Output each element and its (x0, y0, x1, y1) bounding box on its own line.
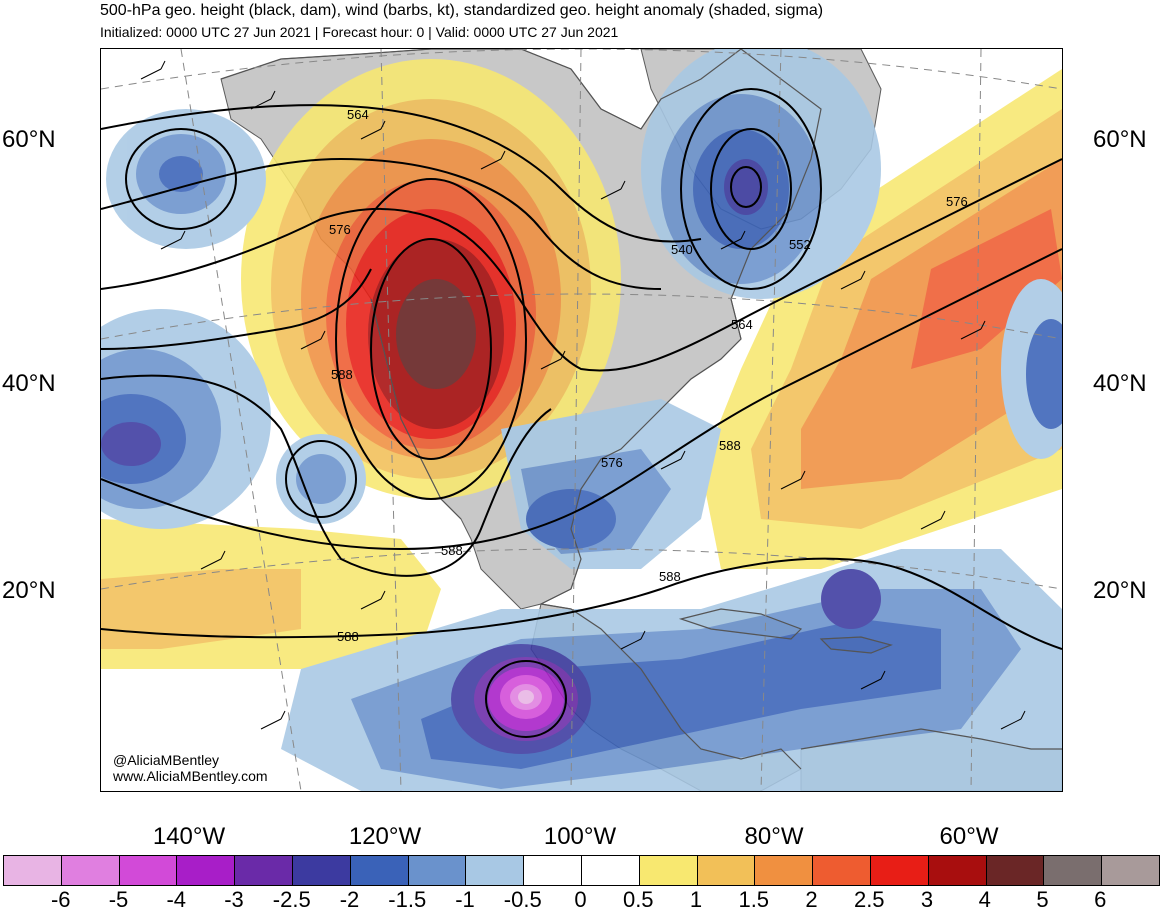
colorbar-tick-label: -2.5 (272, 887, 311, 912)
colorbar-tick-label: 5 (1036, 887, 1049, 912)
colorbar-swatch (928, 856, 987, 885)
contour-label: 588 (337, 629, 359, 644)
lon-label-140w: 140°W (152, 823, 226, 850)
colorbar-tick-label: -3 (224, 887, 244, 912)
lat-label-60n-left: 60°N (2, 126, 56, 153)
contour-label: 588 (719, 438, 741, 453)
contour-label: 576 (946, 194, 968, 209)
colorbar (3, 855, 1160, 886)
contour-label: 564 (731, 317, 753, 332)
colorbar-tick-label: -1 (455, 887, 475, 912)
lat-label-20n-right: 20°N (1093, 577, 1147, 604)
colorbar-swatch (697, 856, 756, 885)
colorbar-tick-label: 0.5 (622, 887, 654, 912)
graticule-layer (101, 49, 1062, 791)
colorbar-tick-label: 1 (689, 887, 703, 912)
colorbar-swatch (61, 856, 120, 885)
colorbar-swatch (581, 856, 640, 885)
credit-website: www.AliciaMBentley.com (113, 768, 268, 784)
colorbar-swatch (755, 856, 814, 885)
chart-subtitle: Initialized: 0000 UTC 27 Jun 2021 | Fore… (100, 24, 619, 40)
height-contours (101, 88, 1062, 738)
lon-label-80w: 80°W (744, 823, 804, 850)
lat-label-40n-left: 40°N (2, 370, 56, 397)
lon-label-100w: 100°W (543, 823, 617, 850)
anomaly-layer (101, 49, 1062, 791)
colorbar-swatch (466, 856, 525, 885)
colorbar-tick-label: -1.5 (388, 887, 427, 912)
colorbar-tick-label: 2.5 (853, 887, 885, 912)
colorbar-tick-label: 1.5 (738, 887, 770, 912)
colorbar-swatch (1102, 856, 1159, 885)
colorbar-swatch (235, 856, 293, 885)
contour-label: 576 (329, 222, 351, 237)
contour-label: 588 (659, 569, 681, 584)
chart-title: 500-hPa geo. height (black, dam), wind (… (100, 2, 824, 19)
lat-label-40n-right: 40°N (1093, 370, 1147, 397)
lon-label-120w: 120°W (348, 823, 422, 850)
colorbar-tick-label: -2 (339, 887, 360, 912)
contour-label: 588 (441, 543, 463, 558)
colorbar-swatch (639, 856, 698, 885)
colorbar-tick-label: 2 (805, 887, 818, 912)
colorbar-swatch (986, 856, 1045, 885)
colorbar-tick-label: -4 (166, 887, 187, 912)
lat-label-20n-left: 20°N (2, 577, 56, 604)
wind-barbs (140, 60, 1026, 730)
colorbar-swatch (813, 856, 871, 885)
title-block: 500-hPa geo. height (black, dam), wind (… (100, 0, 823, 42)
lat-label-60n-right: 60°N (1093, 126, 1147, 153)
contour-label: 564 (347, 107, 369, 122)
colorbar-tick-label: -6 (50, 887, 71, 912)
colorbar-tick-label: -0.5 (503, 887, 542, 912)
colorbar-swatch (119, 856, 178, 885)
contour-label: 576 (601, 455, 623, 470)
contour-label: 552 (789, 237, 811, 252)
colorbar-swatch (4, 856, 62, 885)
colorbar-swatch (177, 856, 236, 885)
colorbar-labels: -6 -5 -4 -3 -2.5 -2 -1.5 -1 -0.5 0 0.5 1 1.5 2 2.5 3 4 5 6 (3, 886, 1158, 913)
colorbar-tick-label: 4 (978, 887, 991, 912)
colorbar-swatch (350, 856, 409, 885)
colorbar-tick-label: 6 (1094, 887, 1107, 912)
map-panel[interactable]: 564 576 588 540 552 564 576 576 588 588 … (100, 48, 1063, 792)
colorbar-tick-label: 0 (574, 887, 587, 912)
colorbar-swatch (292, 856, 351, 885)
contour-label-group: 564 576 588 540 552 564 576 576 588 588 … (329, 107, 968, 644)
colorbar-swatch (408, 856, 467, 885)
contour-label: 588 (331, 367, 353, 382)
colorbar-swatch (1044, 856, 1103, 885)
colorbar-tick-label: -5 (108, 887, 129, 912)
map-canvas: 564 576 588 540 552 564 576 576 588 588 … (101, 49, 1062, 791)
colorbar-swatch (870, 856, 929, 885)
colorbar-swatch (524, 856, 582, 885)
lon-label-60w: 60°W (939, 823, 999, 850)
contour-label: 540 (671, 242, 693, 257)
credit-handle: @AliciaMBentley (113, 752, 220, 768)
colorbar-tick-label: 3 (920, 887, 934, 912)
